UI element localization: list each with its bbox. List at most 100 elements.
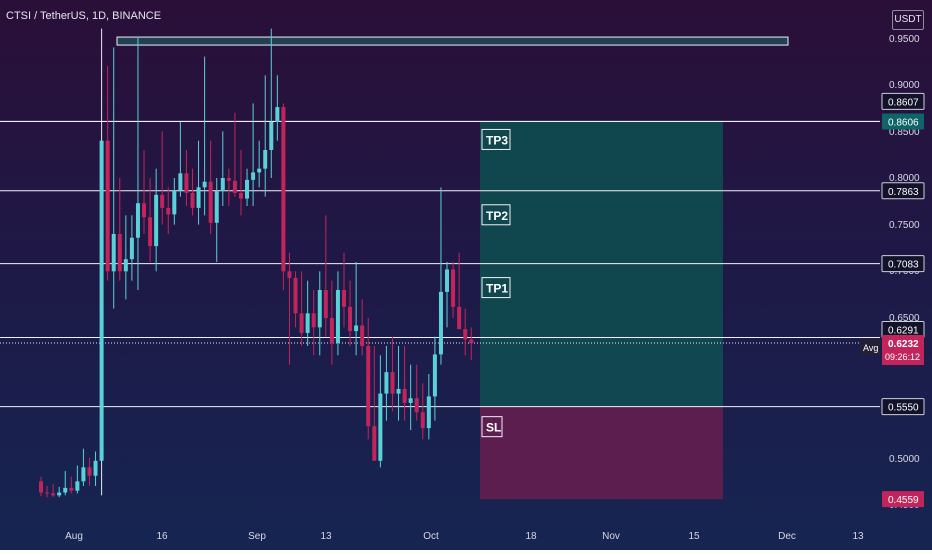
candle-body: [172, 190, 177, 215]
candle-body: [299, 313, 304, 333]
candle-body: [232, 180, 237, 193]
zone-label-text: TP3: [486, 133, 508, 147]
candle-body: [99, 140, 104, 461]
candle-body: [463, 329, 468, 340]
badge-box: [881, 398, 925, 416]
level-badge: 0.5550: [881, 398, 925, 416]
badge-value: 0.7863: [888, 187, 919, 198]
time-tick-label: Oct: [423, 531, 439, 542]
candle-body: [75, 481, 80, 491]
candle-body: [214, 191, 219, 223]
candle-body: [142, 203, 147, 218]
time-axis[interactable]: Aug 16 Sep 13 Oct 18 Nov 15 Dec 13: [65, 531, 864, 542]
candle-body: [396, 388, 401, 394]
zone-label-box: [481, 128, 511, 150]
candle-body: [148, 217, 153, 247]
resistance-rectangle: [116, 36, 789, 46]
badge-value: 0.5550: [888, 403, 919, 414]
candle-body: [275, 107, 280, 122]
level-badge-red: 0.4559: [882, 491, 924, 508]
candle-body: [360, 325, 365, 346]
position-zones: [480, 121, 723, 500]
candle-body: [426, 396, 431, 429]
stop-loss-zone: [480, 406, 723, 500]
candle-body: [184, 173, 189, 193]
time-tick-label: 13: [320, 531, 332, 542]
candle-body: [111, 234, 116, 272]
level-badge-teal: 0.8606: [882, 113, 924, 130]
candle-body: [69, 487, 74, 491]
zone-label-box: [481, 277, 511, 299]
badge-value: 0.6291: [888, 326, 919, 337]
candle-body: [39, 481, 43, 493]
candle-body: [166, 207, 171, 215]
candle-body: [432, 354, 437, 397]
candle-body: [81, 467, 86, 482]
candle-body: [251, 172, 256, 180]
currency-unit-button[interactable]: USDT: [892, 10, 924, 30]
candle-body: [45, 492, 50, 494]
candle-body: [117, 234, 122, 272]
time-tick-label: Nov: [602, 531, 620, 542]
resistance-box: [116, 36, 789, 46]
level-badge: 0.7863: [881, 182, 925, 200]
level-badge: 0.7083: [881, 255, 925, 273]
badge-value: 0.8607: [888, 97, 919, 108]
price-tick-label: 0.9500: [889, 34, 920, 45]
badge-box: [881, 255, 925, 273]
label-tp2: TP2: [481, 204, 511, 226]
candle-body: [208, 181, 213, 223]
candle-body: [238, 192, 243, 199]
candle-body: [226, 178, 231, 181]
candle-body: [420, 412, 425, 429]
symbol-title: CTSI / TetherUS, 1D, BINANCE: [6, 10, 162, 22]
current-price-box: [882, 335, 924, 366]
candle-body: [135, 203, 140, 238]
price-axis[interactable]: 0.95000.90000.85000.80000.75000.70000.65…: [860, 34, 925, 511]
candle-body: [438, 291, 443, 355]
badge-box: [881, 92, 925, 110]
level-badge: 0.8607: [881, 92, 925, 110]
label-sl: SL: [481, 416, 503, 438]
price-tick-label: 0.8500: [889, 127, 920, 138]
level-lines: [0, 120, 880, 408]
candle-body: [190, 192, 195, 208]
badge-value: 0.4559: [888, 495, 919, 506]
candle-body: [323, 290, 328, 318]
candle-body: [311, 313, 316, 328]
zone-label-box: [481, 204, 511, 226]
candle-body: [220, 178, 225, 192]
candle-body: [366, 346, 371, 427]
badge-box: [881, 182, 925, 200]
label-tp3: TP3: [481, 128, 511, 150]
badge-box: [882, 491, 924, 508]
candle-body: [402, 388, 407, 403]
candle-body: [93, 460, 98, 476]
candle-body: [457, 306, 462, 330]
candle-body: [281, 107, 286, 272]
candle-body: [408, 398, 413, 403]
price-tick-label: 0.7500: [889, 220, 920, 231]
candle-body: [317, 290, 322, 328]
zone-label-text: TP1: [486, 282, 508, 296]
candle-body: [335, 290, 340, 344]
candle-body: [269, 122, 274, 150]
candle-body: [245, 179, 250, 199]
zone-label-text: SL: [486, 421, 501, 435]
time-tick-label: 15: [688, 531, 700, 542]
candle-body: [129, 237, 134, 260]
candle-body: [342, 290, 346, 307]
candle-body: [196, 187, 201, 208]
candle-body: [329, 318, 334, 344]
candle-body: [372, 426, 377, 461]
candle-body: [451, 269, 456, 307]
candle-body: [123, 259, 128, 272]
candle-body: [348, 306, 353, 332]
candle-body: [445, 269, 450, 292]
badge-value: 0.7083: [888, 260, 919, 271]
candle-body: [160, 194, 165, 208]
candle-body: [305, 313, 310, 333]
zone-labels: TP3 TP2 TP1 SL: [481, 128, 511, 438]
